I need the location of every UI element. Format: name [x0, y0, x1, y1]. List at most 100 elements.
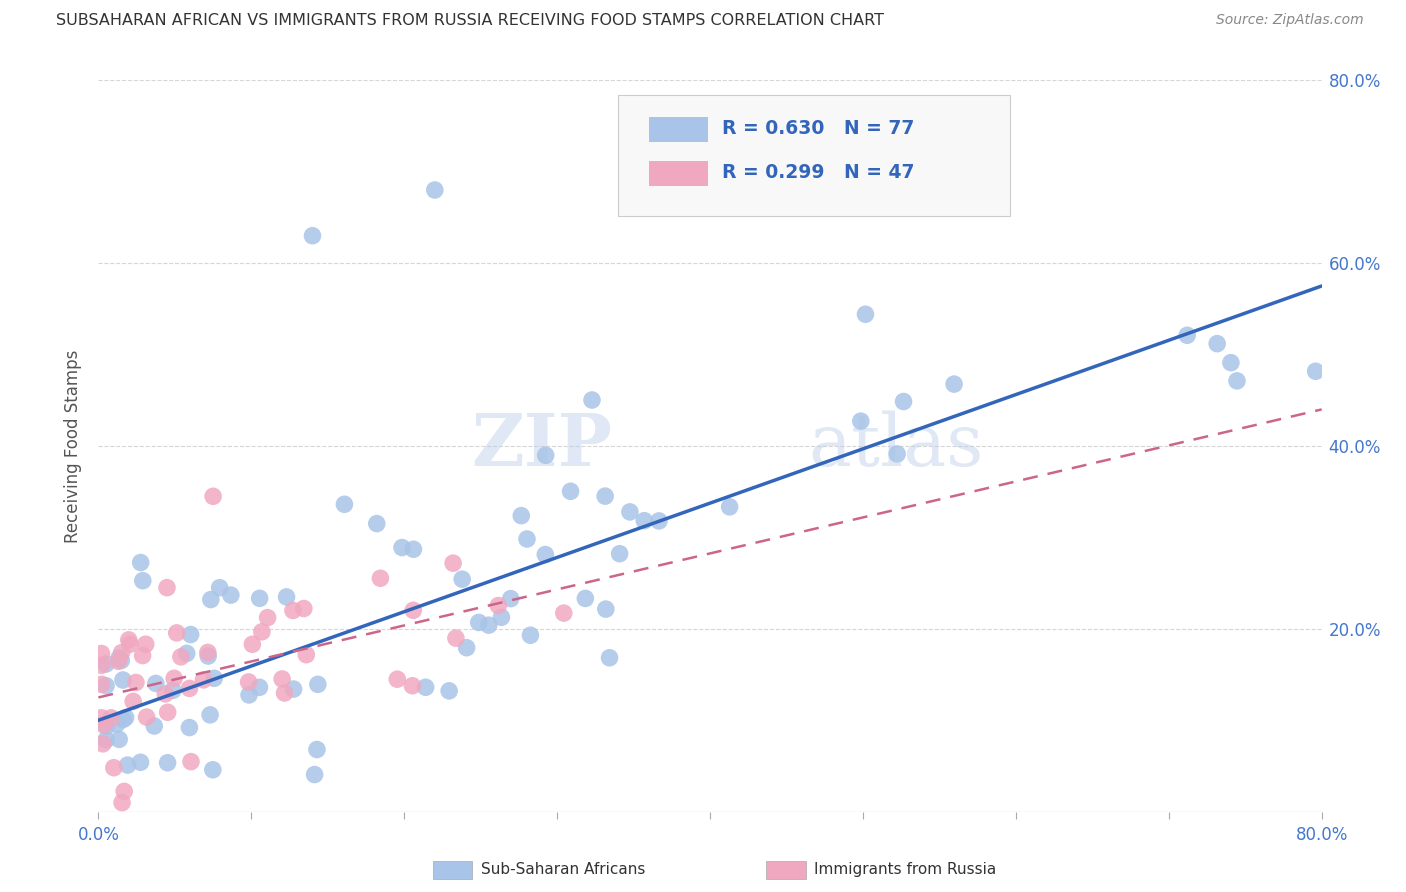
Text: Sub-Saharan Africans: Sub-Saharan Africans	[481, 863, 645, 877]
Point	[595, 602, 617, 616]
Point	[156, 581, 179, 595]
Point	[105, 717, 128, 731]
Point	[111, 796, 134, 810]
Point	[90, 711, 112, 725]
Point	[156, 706, 179, 720]
Point	[166, 626, 188, 640]
Text: R = 0.630   N = 77: R = 0.630 N = 77	[723, 119, 915, 138]
Point	[122, 694, 145, 708]
Point	[163, 671, 186, 685]
Point	[249, 681, 271, 695]
Point	[162, 683, 184, 698]
Point	[333, 497, 356, 511]
Point	[94, 732, 117, 747]
Text: atlas: atlas	[808, 410, 983, 482]
Point	[437, 684, 460, 698]
Point	[135, 710, 157, 724]
Text: ZIP: ZIP	[471, 410, 612, 482]
Point	[370, 571, 392, 585]
Point	[619, 505, 641, 519]
Point	[648, 514, 671, 528]
Point	[1305, 364, 1327, 378]
Point	[423, 183, 446, 197]
Point	[125, 675, 148, 690]
Point	[129, 556, 152, 570]
Point	[305, 742, 328, 756]
Text: R = 0.299   N = 47: R = 0.299 N = 47	[723, 163, 915, 182]
Point	[855, 307, 877, 321]
Point	[593, 489, 616, 503]
Point	[456, 640, 478, 655]
Point	[402, 603, 425, 617]
Point	[451, 572, 474, 586]
Point	[304, 767, 326, 781]
Point	[283, 682, 305, 697]
Point	[560, 484, 582, 499]
Point	[201, 763, 224, 777]
Point	[402, 542, 425, 557]
Point	[499, 591, 522, 606]
Point	[131, 648, 153, 663]
Point	[250, 624, 273, 639]
Point	[112, 784, 135, 798]
Point	[391, 541, 413, 555]
Point	[176, 646, 198, 660]
Point	[93, 718, 115, 732]
Point	[118, 637, 141, 651]
Point	[553, 606, 575, 620]
Point	[110, 646, 132, 660]
FancyBboxPatch shape	[619, 95, 1010, 216]
Point	[441, 556, 464, 570]
Point	[510, 508, 533, 523]
Point	[238, 675, 260, 690]
Point	[170, 649, 193, 664]
Point	[100, 711, 122, 725]
Point	[197, 648, 219, 663]
Point	[273, 686, 295, 700]
Point	[415, 680, 437, 694]
Point	[1175, 328, 1198, 343]
Point	[886, 447, 908, 461]
Point	[444, 631, 467, 645]
Point	[366, 516, 388, 531]
Point	[110, 653, 132, 667]
Point	[516, 532, 538, 546]
Point	[491, 610, 513, 624]
Point	[1226, 374, 1249, 388]
Point	[117, 758, 139, 772]
Point	[107, 654, 129, 668]
Point	[208, 581, 231, 595]
Point	[143, 719, 166, 733]
Point	[155, 687, 177, 701]
Point	[486, 599, 509, 613]
Y-axis label: Receiving Food Stamps: Receiving Food Stamps	[65, 350, 83, 542]
Text: SUBSAHARAN AFRICAN VS IMMIGRANTS FROM RUSSIA RECEIVING FOOD STAMPS CORRELATION C: SUBSAHARAN AFRICAN VS IMMIGRANTS FROM RU…	[56, 13, 884, 29]
Point	[202, 489, 225, 503]
Point	[179, 721, 201, 735]
Point	[103, 761, 125, 775]
Point	[91, 737, 114, 751]
FancyBboxPatch shape	[650, 117, 707, 143]
Point	[200, 592, 222, 607]
Point	[249, 591, 271, 606]
Point	[271, 672, 294, 686]
Point	[94, 679, 117, 693]
Point	[1206, 336, 1229, 351]
Point	[893, 394, 915, 409]
Point	[849, 414, 872, 428]
Point	[599, 650, 621, 665]
Point	[180, 755, 202, 769]
Point	[401, 679, 423, 693]
FancyBboxPatch shape	[650, 161, 707, 186]
Point	[633, 514, 655, 528]
Point	[108, 651, 131, 665]
Point	[202, 671, 225, 685]
Text: Immigrants from Russia: Immigrants from Russia	[814, 863, 997, 877]
Point	[94, 657, 117, 671]
Point	[90, 677, 112, 691]
Text: Source: ZipAtlas.com: Source: ZipAtlas.com	[1216, 13, 1364, 28]
Point	[292, 601, 315, 615]
Point	[112, 713, 135, 727]
Point	[238, 688, 260, 702]
Point	[118, 632, 141, 647]
